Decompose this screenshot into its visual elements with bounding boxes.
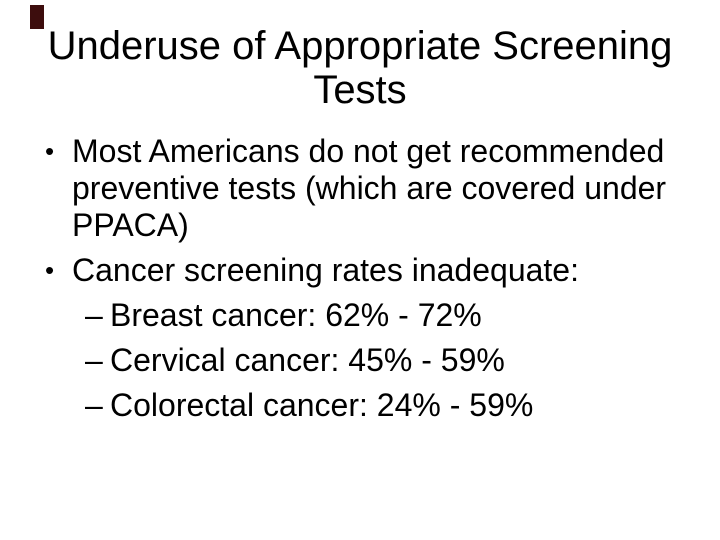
bullet-text: Breast cancer: 62% - 72%: [110, 297, 482, 333]
bullet-text: Cancer screening rates inadequate:: [72, 252, 579, 288]
bullet-text: Most Americans do not get recommended pr…: [72, 133, 667, 243]
sub-bullet-item: – Colorectal cancer: 24% - 59%: [0, 387, 680, 424]
dash-marker: –: [85, 297, 103, 333]
bullet-text: Colorectal cancer: 24% - 59%: [110, 387, 534, 423]
sub-bullet-item: – Cervical cancer: 45% - 59%: [0, 342, 680, 379]
bullet-item: • Most Americans do not get recommended p…: [0, 133, 680, 244]
bullet-text: Cervical cancer: 45% - 59%: [110, 342, 505, 378]
slide-body: • Most Americans do not get recommended p…: [0, 133, 680, 432]
sub-bullet-item: – Breast cancer: 62% - 72%: [0, 297, 680, 334]
dash-marker: –: [85, 342, 103, 378]
bullet-marker: •: [45, 136, 55, 166]
dash-marker: –: [85, 387, 103, 423]
slide-title: Underuse of Appropriate Screening Tests: [47, 24, 673, 112]
bullet-item: • Cancer screening rates inadequate:: [0, 252, 680, 289]
bullet-marker: •: [45, 255, 55, 285]
corner-accent-bar: [30, 5, 44, 29]
